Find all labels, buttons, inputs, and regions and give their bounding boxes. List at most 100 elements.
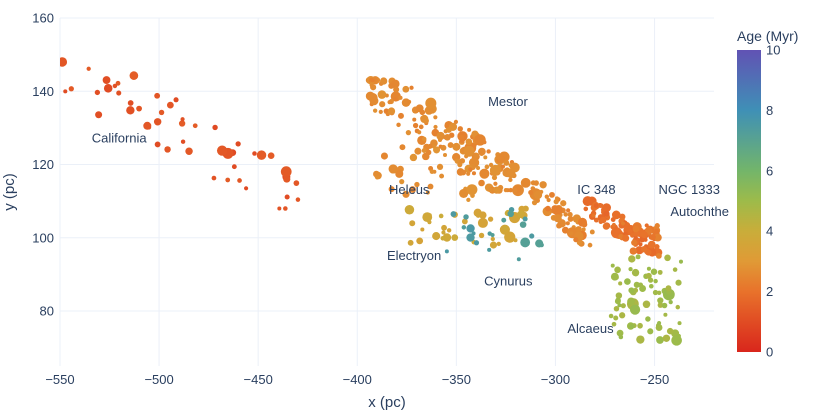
data-point	[126, 106, 135, 115]
data-point	[295, 197, 301, 202]
data-point	[560, 200, 567, 207]
data-point	[116, 90, 122, 96]
data-point	[436, 163, 444, 171]
data-point	[420, 227, 425, 232]
data-point	[484, 164, 490, 170]
data-point	[642, 300, 651, 309]
data-point	[409, 85, 414, 90]
data-point	[458, 134, 465, 140]
cluster-annotations: California Mestor Heleus IC 348 NGC 1333 Auto…	[92, 94, 729, 336]
data-point	[440, 236, 446, 241]
data-point	[284, 194, 290, 200]
data-point	[637, 322, 643, 329]
colorbar-gradient	[737, 50, 761, 352]
data-point	[388, 82, 395, 89]
colorbar-tick-label: 6	[766, 163, 773, 178]
cluster-electryon	[404, 204, 529, 249]
data-point	[216, 145, 228, 156]
data-point	[661, 302, 668, 309]
data-point	[611, 321, 617, 327]
data-point	[546, 197, 551, 203]
data-point	[603, 210, 610, 217]
data-point	[563, 212, 569, 217]
data-point	[445, 127, 452, 133]
data-point	[409, 220, 416, 227]
data-point	[489, 241, 497, 249]
data-point	[473, 152, 479, 159]
data-point	[425, 190, 430, 195]
data-point	[623, 222, 631, 229]
data-point	[522, 178, 531, 187]
data-point	[494, 187, 501, 194]
data-point	[675, 279, 682, 286]
data-point	[396, 122, 401, 128]
cluster-label: Electryon	[387, 248, 441, 263]
data-point	[633, 281, 640, 288]
data-point	[407, 239, 414, 246]
data-point	[433, 115, 438, 120]
data-point	[433, 124, 438, 130]
data-point	[475, 212, 481, 218]
data-point	[602, 222, 610, 230]
data-point	[225, 177, 231, 183]
data-point	[412, 117, 417, 122]
data-point	[616, 329, 624, 337]
data-point	[652, 289, 659, 296]
data-point	[115, 80, 121, 86]
data-point	[567, 212, 573, 218]
data-point	[127, 100, 134, 106]
data-point	[422, 152, 430, 161]
data-point	[478, 147, 486, 156]
cluster-label: NGC 1333	[659, 182, 720, 197]
y-axis-label: y (pc)	[1, 173, 18, 211]
data-point	[68, 86, 74, 92]
data-point	[522, 216, 528, 222]
data-point	[479, 211, 487, 219]
data-point	[535, 239, 544, 248]
data-point	[636, 335, 645, 344]
data-point	[399, 179, 405, 185]
data-point	[293, 180, 300, 186]
data-point	[496, 241, 501, 247]
data-point	[512, 187, 518, 193]
cluster-label: Alcaeus	[567, 321, 614, 336]
data-point	[465, 138, 473, 146]
data-point	[436, 131, 445, 141]
data-point	[533, 180, 539, 186]
data-point	[622, 234, 630, 242]
cluster-autochthe	[618, 221, 662, 259]
data-point	[459, 138, 465, 144]
data-point	[180, 139, 186, 144]
data-point	[629, 304, 641, 315]
data-point	[649, 233, 656, 241]
data-point	[375, 175, 380, 180]
y-tick-label: 140	[32, 84, 54, 99]
data-point	[676, 333, 681, 339]
data-point	[212, 124, 218, 131]
data-point	[463, 214, 469, 220]
data-point	[94, 89, 101, 96]
data-point	[640, 246, 648, 253]
data-point	[459, 158, 466, 164]
data-point	[657, 297, 664, 304]
data-point	[395, 169, 404, 178]
data-point	[370, 78, 375, 83]
data-point	[453, 119, 459, 124]
data-point	[438, 213, 444, 219]
data-point	[519, 221, 527, 228]
x-tick-label: −250	[640, 372, 669, 387]
data-point	[429, 169, 435, 174]
data-point	[620, 303, 626, 309]
data-point	[627, 297, 635, 306]
data-point	[553, 199, 559, 205]
data-point	[405, 129, 412, 136]
data-point	[656, 336, 664, 344]
data-point	[370, 84, 377, 91]
data-point	[166, 101, 174, 109]
data-point	[583, 206, 589, 212]
data-point	[615, 292, 623, 299]
data-point	[397, 112, 404, 119]
data-point	[450, 211, 457, 217]
